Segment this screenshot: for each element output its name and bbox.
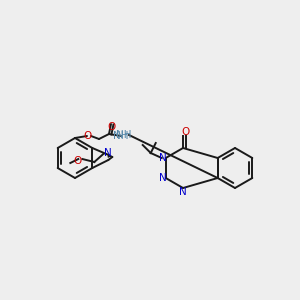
Text: NH: NH xyxy=(113,131,129,141)
Text: O: O xyxy=(83,131,91,141)
Text: O: O xyxy=(107,122,115,132)
Text: NH: NH xyxy=(116,130,132,140)
Text: N: N xyxy=(159,173,167,183)
Text: N: N xyxy=(104,148,112,158)
Text: O: O xyxy=(73,156,81,166)
Text: O: O xyxy=(181,127,189,137)
Text: N: N xyxy=(179,187,187,197)
Text: N: N xyxy=(159,153,167,163)
